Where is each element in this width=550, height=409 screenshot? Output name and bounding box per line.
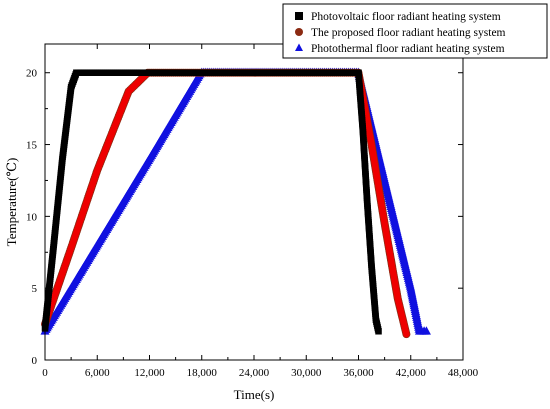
legend-marker [295, 12, 303, 20]
data-layer [40, 67, 431, 339]
x-tick-label: 0 [42, 367, 48, 379]
legend: Photovoltaic floor radiant heating syste… [282, 3, 548, 59]
legend-label: Photothermal floor radiant heating syste… [311, 43, 505, 55]
legend-label: Photovoltaic floor radiant heating syste… [311, 11, 501, 23]
overlay-series-0 [41, 69, 410, 338]
series-0 [41, 69, 382, 335]
x-tick-label: 48,000 [448, 367, 479, 379]
x-tick-label: 36,000 [343, 367, 374, 379]
data-point [375, 328, 382, 335]
legend-marker [295, 28, 303, 36]
x-tick-label: 42,000 [396, 367, 427, 379]
data-point [421, 326, 431, 335]
x-tick-label: 18,000 [187, 367, 218, 379]
x-tick-label: 30,000 [291, 367, 322, 379]
axes: 0 6,000 12,000 18,000 24,000 30,000 36,000 42,0… [26, 43, 479, 379]
y-tick-label: 15 [26, 140, 38, 152]
legend-marker [295, 43, 303, 51]
legend-box [282, 3, 548, 59]
x-tick-label: 6,000 [85, 367, 110, 379]
x-tick-label: 24,000 [239, 367, 270, 379]
legend-label: The proposed floor radiant heating syste… [311, 27, 506, 39]
y-tick-label: 20 [26, 68, 38, 80]
series-1 [41, 68, 411, 339]
x-axis-title: Time(s) [234, 387, 275, 402]
y-tick-label: 10 [26, 211, 38, 223]
data-point [403, 330, 410, 338]
y-axis-title: Temperature(℃) [4, 158, 19, 247]
x-tick-label: 12,000 [134, 367, 165, 379]
y-tick-label: 5 [32, 283, 38, 295]
y-tick-label: 0 [32, 355, 38, 367]
